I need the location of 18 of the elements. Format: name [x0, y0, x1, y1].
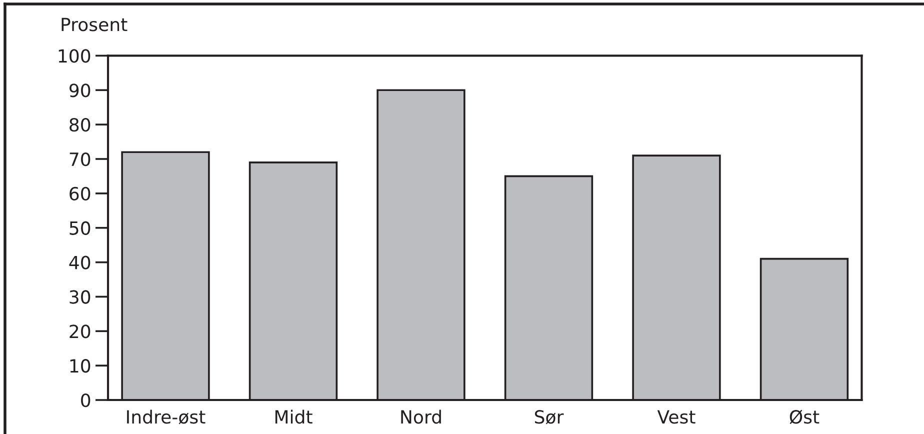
y-tick-label: 80: [70, 118, 90, 132]
y-tick-label: 60: [70, 186, 90, 201]
y-tick-label: 20: [70, 324, 90, 338]
y-tick-label: 70: [70, 152, 90, 166]
y-tick-label: 30: [70, 290, 90, 304]
x-tick-label: Vest: [657, 410, 696, 424]
y-tick-label: 0: [81, 393, 90, 408]
x-tick-label: Øst: [790, 410, 820, 424]
y-tick-label: 50: [70, 221, 90, 235]
y-axis-title: Prosent: [62, 18, 128, 32]
y-tick-label: 90: [70, 84, 90, 98]
x-tick-label: Midt: [275, 410, 312, 424]
y-tick-label: 10: [70, 359, 90, 373]
y-tick-label: 100: [58, 49, 90, 63]
x-tick-label: Sør: [534, 410, 564, 424]
x-tick-label: Nord: [401, 410, 441, 424]
y-tick-label: 40: [69, 256, 90, 270]
x-tick-label: Indre-øst: [127, 410, 206, 424]
